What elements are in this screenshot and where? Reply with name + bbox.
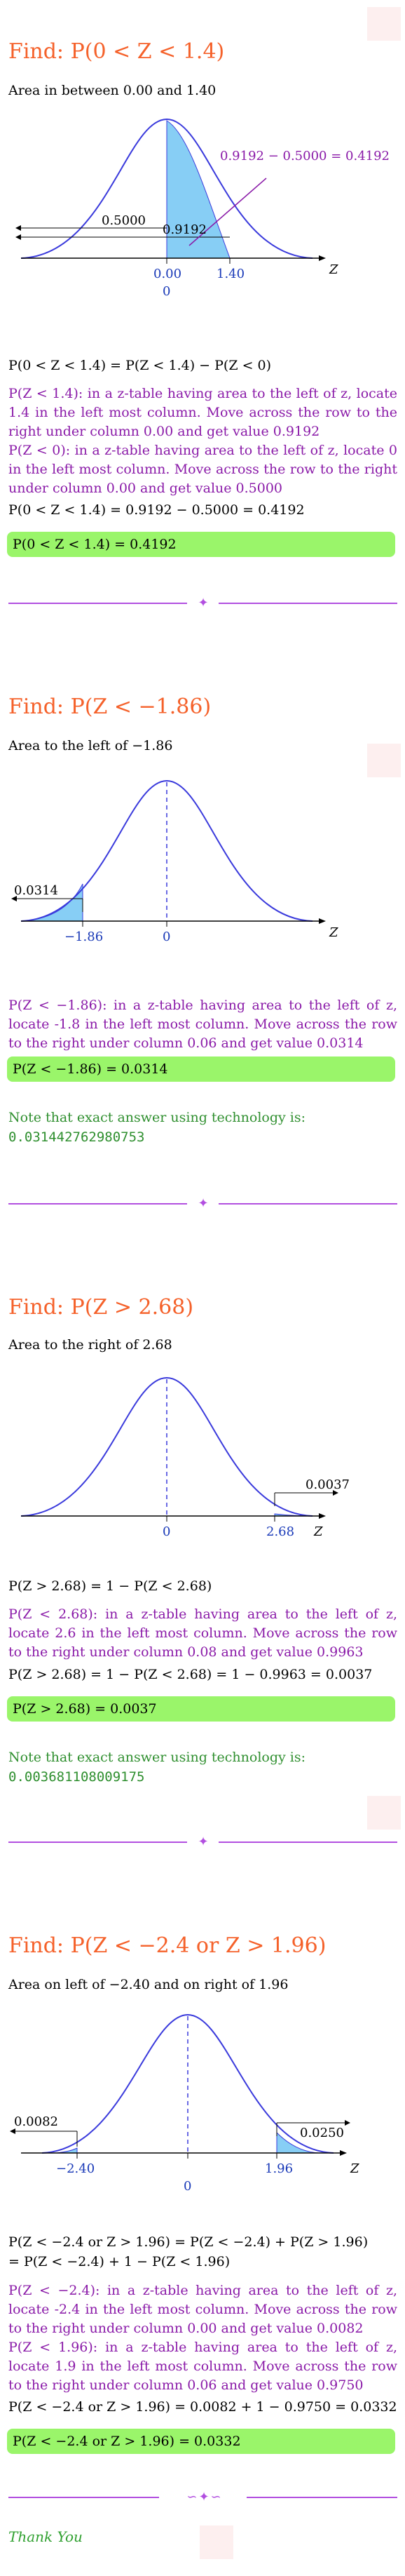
explanation-para: P(Z < −2.4): in a z-table having area to… [8,2283,397,2336]
section-3-subtitle: Area to the right of 2.68 [8,1337,172,1353]
section-divider: ✦ [8,1197,397,1211]
tick-0: 0 [163,1524,170,1539]
axis-label-z: Z [350,2161,359,2176]
section-3-title: Find: P(Z > 2.68) [8,1295,194,1320]
ornament-icon: ✦ [198,1196,209,1211]
normal-curve-graph-2: 0.0314 −1.86 0 Z [11,779,338,944]
label-0.0250: 0.0250 [300,2126,344,2140]
axis-label-z: Z [329,262,338,277]
label-0.0314: 0.0314 [14,883,58,898]
section-divider: ✦ [8,1835,397,1849]
explanation-para: P(Z < 1.4): in a z-table having area to … [8,386,397,439]
normal-curve-graph-4: 0.0082 0.0250 −2.40 1.96 0 Z [10,2013,359,2194]
tick-0.00: 0.00 [153,267,181,281]
axis-label-z: Z [329,925,338,940]
technology-note: Note that exact answer using technology … [8,1110,306,1125]
section-2-title: Find: P(Z < −1.86) [8,695,212,719]
explanation-para: P(Z < 2.68): in a z-table having area to… [8,1606,397,1660]
footer-divider: ∽✦∽ [8,2490,397,2504]
result-box: P(Z < −1.86) = 0.0314 [7,1056,395,1082]
label-0.9192: 0.9192 [163,222,207,237]
watermark-logo [200,2525,233,2559]
equation-line: P(0 < Z < 1.4) = 0.9192 − 0.5000 = 0.419… [8,502,305,518]
result-box: P(0 < Z < 1.4) = 0.4192 [7,532,395,557]
equation-line: P(Z > 2.68) = 1 − P(Z < 2.68) [8,1578,212,1594]
equation-line: P(0 < Z < 1.4) = P(Z < 1.4) − P(Z < 0) [8,358,272,373]
thank-you-text: Thank You [8,2528,83,2545]
normal-curve-graph-1: 0.9192 − 0.5000 = 0.4192 0.5000 0.9192 0… [15,118,390,299]
result-box: P(Z < −2.4 or Z > 1.96) = 0.0332 [7,2429,395,2454]
watermark-logo [367,7,401,41]
label-0.0082: 0.0082 [14,2114,58,2129]
tick-1.40: 1.40 [217,267,245,281]
bell-curve [20,779,313,922]
normal-curve-graph-3: 0.0037 2.68 0 Z [20,1376,350,1539]
technology-value: 0.031442762980753 [8,1129,145,1145]
equation-line: P(Z > 2.68) = 1 − P(Z < 2.68) = 1 − 0.99… [8,1667,373,1682]
equation-line: P(Z < −2.4 or Z > 1.96) = P(Z < −2.4) + … [8,2234,369,2250]
explanation-para: P(Z < 0): in a z-table having area to th… [8,443,397,496]
tick-neg-1.86: −1.86 [64,930,103,944]
bell-curve [41,2013,334,2154]
section-4-subtitle: Area on left of −2.40 and on right of 1.… [8,1977,289,1992]
technology-value: 0.003681108009175 [8,1769,145,1785]
section-1-title: Find: P(0 < Z < 1.4) [8,39,225,64]
section-2-subtitle: Area to the left of −1.86 [8,738,173,753]
ornament-icon: ✦ [198,596,209,610]
equation-line: P(Z < −2.4 or Z > 1.96) = 0.0082 + 1 − 0… [8,2399,397,2415]
ornament-icon: ∽✦∽ [186,2490,223,2504]
tick-1.96: 1.96 [265,2161,293,2176]
explanation-para: P(Z < 1.96): in a z-table having area to… [8,2340,397,2393]
ornament-icon: ✦ [198,1834,209,1849]
tick-2.68: 2.68 [266,1524,294,1539]
label-0.5000: 0.5000 [102,213,146,228]
equation-line: = P(Z < −2.4) + 1 − P(Z < 1.96) [8,2254,231,2269]
label-difference: 0.9192 − 0.5000 = 0.4192 [220,149,390,163]
explanation-para: P(Z < −1.86): in a z-table having area t… [8,998,397,1051]
result-box: P(Z > 2.68) = 0.0037 [7,1696,395,1722]
watermark-logo [367,744,401,777]
section-divider: ✦ [8,596,397,610]
bell-curve [20,1376,313,1517]
section-1-subtitle: Area in between 0.00 and 1.40 [8,83,217,98]
tick-0: 0 [163,930,170,944]
tick-0: 0 [184,2179,191,2194]
label-0.0037: 0.0037 [306,1477,350,1492]
tick-neg-2.40: −2.40 [56,2161,95,2176]
axis-label-z: Z [313,1524,323,1539]
section-4-title: Find: P(Z < −2.4 or Z > 1.96) [8,1933,327,1958]
technology-note: Note that exact answer using technology … [8,1750,306,1765]
tick-0: 0 [163,284,170,299]
bell-curve [20,118,313,259]
watermark-logo [367,1796,401,1830]
